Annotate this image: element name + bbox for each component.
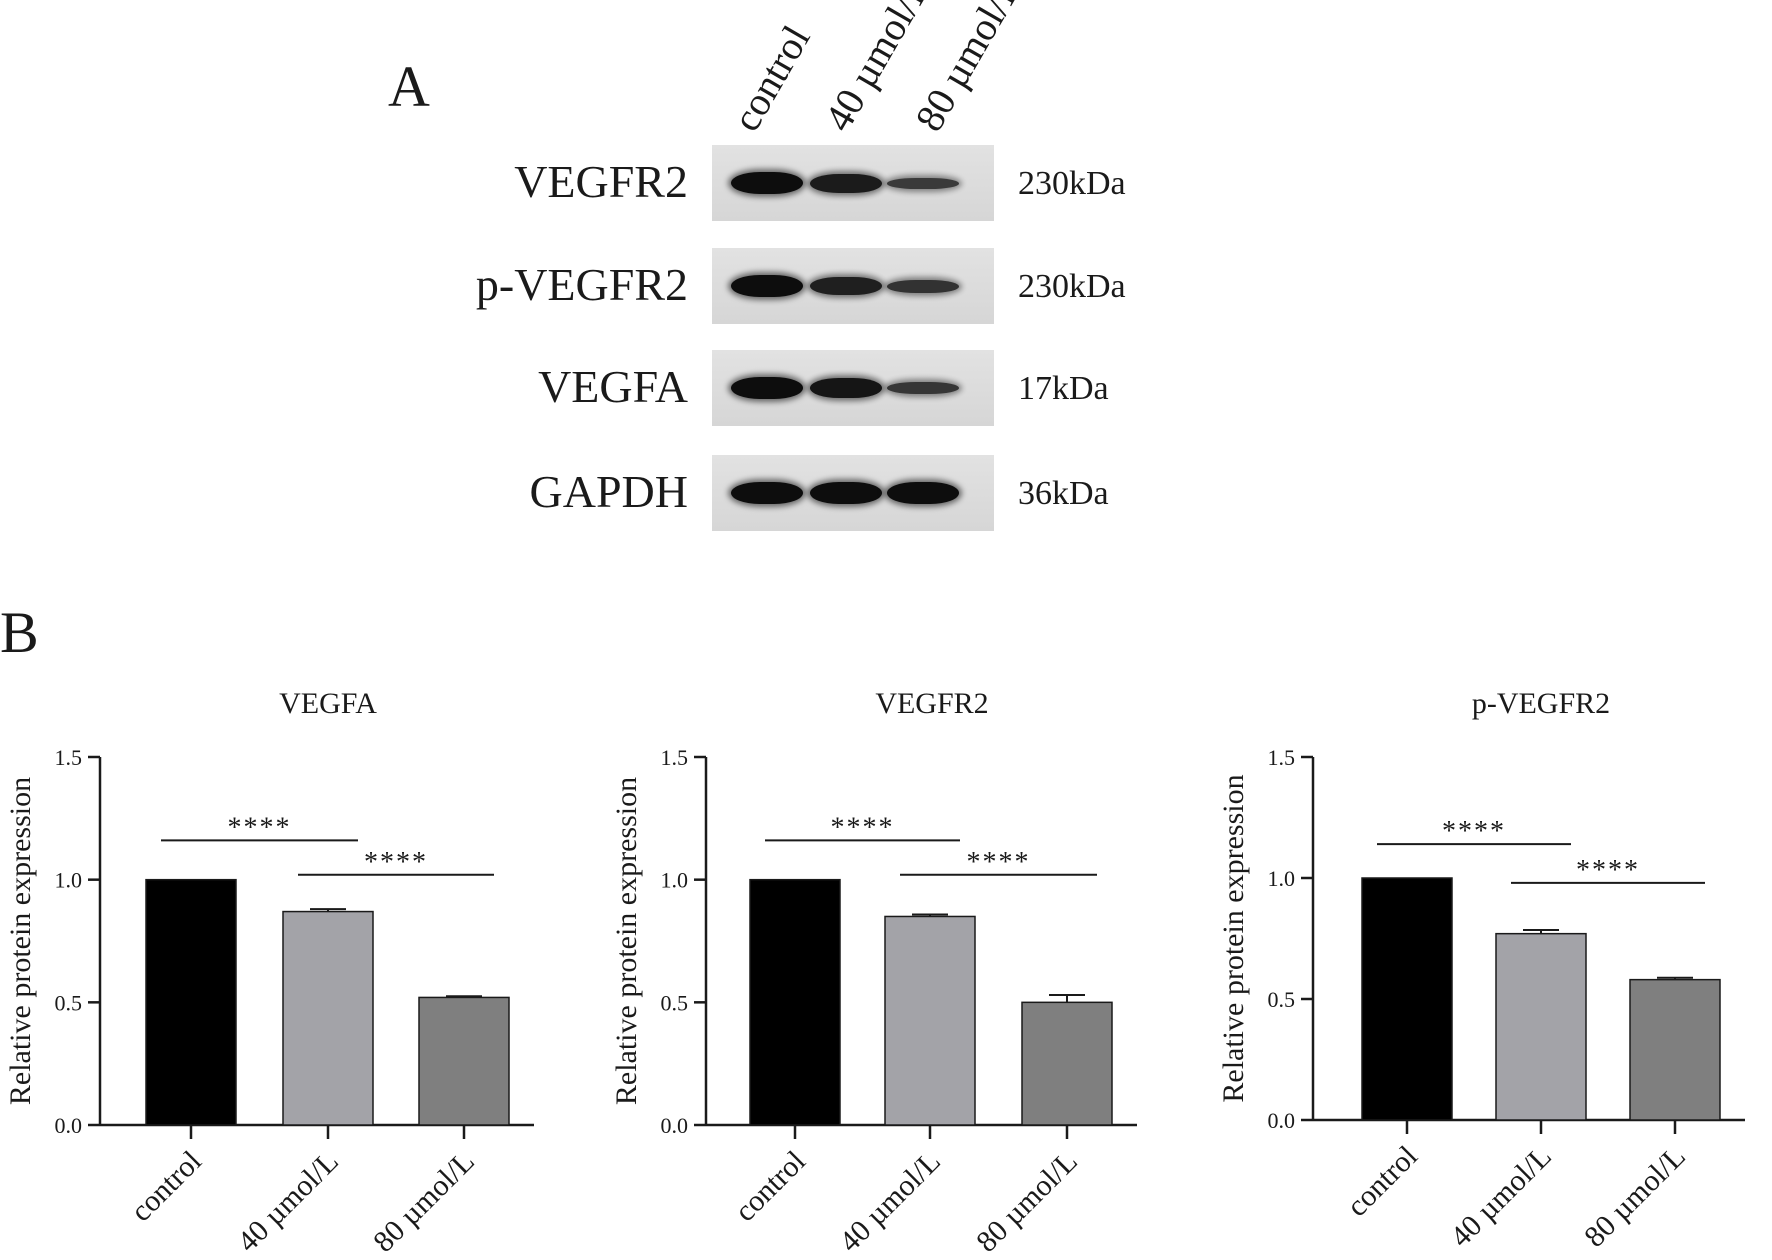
mw-label-vegfa: 17kDa (1018, 370, 1109, 407)
y-tick-label-p-vegfr2-3: 1.5 (1268, 745, 1296, 770)
x-tick-label-p-vegfr2-2: 80 µmol/L (1578, 1140, 1692, 1254)
x-tick-label-vegfr2-0: control (729, 1145, 812, 1228)
chart-title-vegfr2: VEGFR2 (875, 687, 988, 720)
chart-title-p-vegfr2: p-VEGFR2 (1472, 687, 1610, 720)
sig-label-vegfr2-0: **** (831, 812, 895, 843)
x-tick-label-vegfa-1: 40 µmol/L (231, 1145, 345, 1259)
band-vegfa-lane-2 (887, 382, 959, 394)
protein-label-p-vegfr2: p-VEGFR2 (475, 259, 688, 310)
protein-label-vegfr2: VEGFR2 (514, 156, 688, 207)
bar-p-vegfr2-1 (1495, 932, 1587, 1121)
mw-label-vegfr2: 230kDa (1018, 165, 1126, 202)
y-tick-label-p-vegfr2-0: 0.0 (1268, 1108, 1296, 1133)
bar-vegfa-0 (145, 878, 237, 1126)
bar-vegfr2-0 (749, 878, 841, 1126)
y-axis-label-p-vegfr2: Relative protein expression (1217, 774, 1250, 1102)
x-tick-label-p-vegfr2-0: control (1341, 1140, 1424, 1223)
mw-label-p-vegfr2: 230kDa (1018, 268, 1126, 305)
bar-p-vegfr2-0 (1361, 877, 1453, 1121)
bar-vegfr2-2 (1021, 1001, 1113, 1126)
sig-label-p-vegfr2-0: **** (1442, 816, 1506, 847)
sig-label-vegfr2-1: **** (967, 847, 1031, 878)
x-tick-label-vegfr2-2: 80 µmol/L (970, 1145, 1084, 1259)
x-tick-label-vegfa-2: 80 µmol/L (367, 1145, 481, 1259)
x-tick-label-vegfr2-1: 40 µmol/L (833, 1145, 947, 1259)
chart-title-vegfa: VEGFA (279, 687, 377, 720)
x-tick-label-vegfa-0: control (125, 1145, 208, 1228)
band-gapdh-lane-2 (887, 482, 959, 504)
western-blot-panel: A control 40 µmol/L 80 µmol/L VEGFR2 230k… (0, 0, 1772, 560)
sig-label-vegfa-1: **** (364, 847, 428, 878)
y-tick-label-p-vegfr2-1: 0.5 (1268, 987, 1296, 1012)
bar-vegfa-2 (418, 996, 510, 1126)
band-p-vegfr2-lane-1 (810, 277, 882, 295)
y-tick-label-vegfa-2: 1.0 (55, 868, 83, 893)
y-tick-label-vegfr2-3: 1.5 (661, 745, 689, 770)
y-tick-label-vegfr2-0: 0.0 (661, 1113, 689, 1138)
y-tick-label-p-vegfr2-2: 1.0 (1268, 866, 1296, 891)
x-tick-label-p-vegfr2-1: 40 µmol/L (1444, 1140, 1558, 1254)
band-p-vegfr2-lane-2 (887, 279, 959, 293)
band-gapdh-lane-1 (810, 482, 882, 504)
bar-p-vegfr2-2 (1629, 978, 1721, 1121)
y-tick-label-vegfa-0: 0.0 (55, 1113, 83, 1138)
band-gapdh-lane-0 (731, 482, 803, 504)
protein-label-vegfa: VEGFA (538, 361, 688, 412)
sig-label-p-vegfr2-1: **** (1576, 855, 1640, 886)
mw-label-gapdh: 36kDa (1018, 475, 1109, 512)
band-vegfr2-lane-2 (887, 177, 959, 189)
panel-label-b: B (0, 600, 39, 665)
band-vegfr2-lane-1 (810, 173, 882, 193)
band-vegfa-lane-0 (731, 377, 803, 399)
y-tick-label-vegfr2-2: 1.0 (661, 868, 689, 893)
band-vegfa-lane-1 (810, 378, 882, 398)
y-tick-label-vegfa-1: 0.5 (55, 990, 83, 1015)
sig-label-vegfa-0: **** (228, 812, 292, 843)
y-tick-label-vegfa-3: 1.5 (55, 745, 83, 770)
bar-vegfa-1 (282, 910, 374, 1126)
band-vegfr2-lane-0 (731, 172, 803, 194)
panel-label-a: A (388, 54, 430, 119)
bar-vegfr2-1 (884, 915, 976, 1126)
y-axis-label-vegfa: Relative protein expression (4, 777, 37, 1105)
protein-label-gapdh: GAPDH (529, 466, 688, 517)
y-axis-label-vegfr2: Relative protein expression (610, 777, 643, 1105)
y-tick-label-vegfr2-1: 0.5 (661, 990, 689, 1015)
band-p-vegfr2-lane-0 (731, 275, 803, 297)
